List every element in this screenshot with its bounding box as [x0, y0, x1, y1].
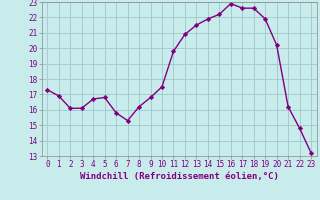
X-axis label: Windchill (Refroidissement éolien,°C): Windchill (Refroidissement éolien,°C)	[80, 172, 279, 181]
